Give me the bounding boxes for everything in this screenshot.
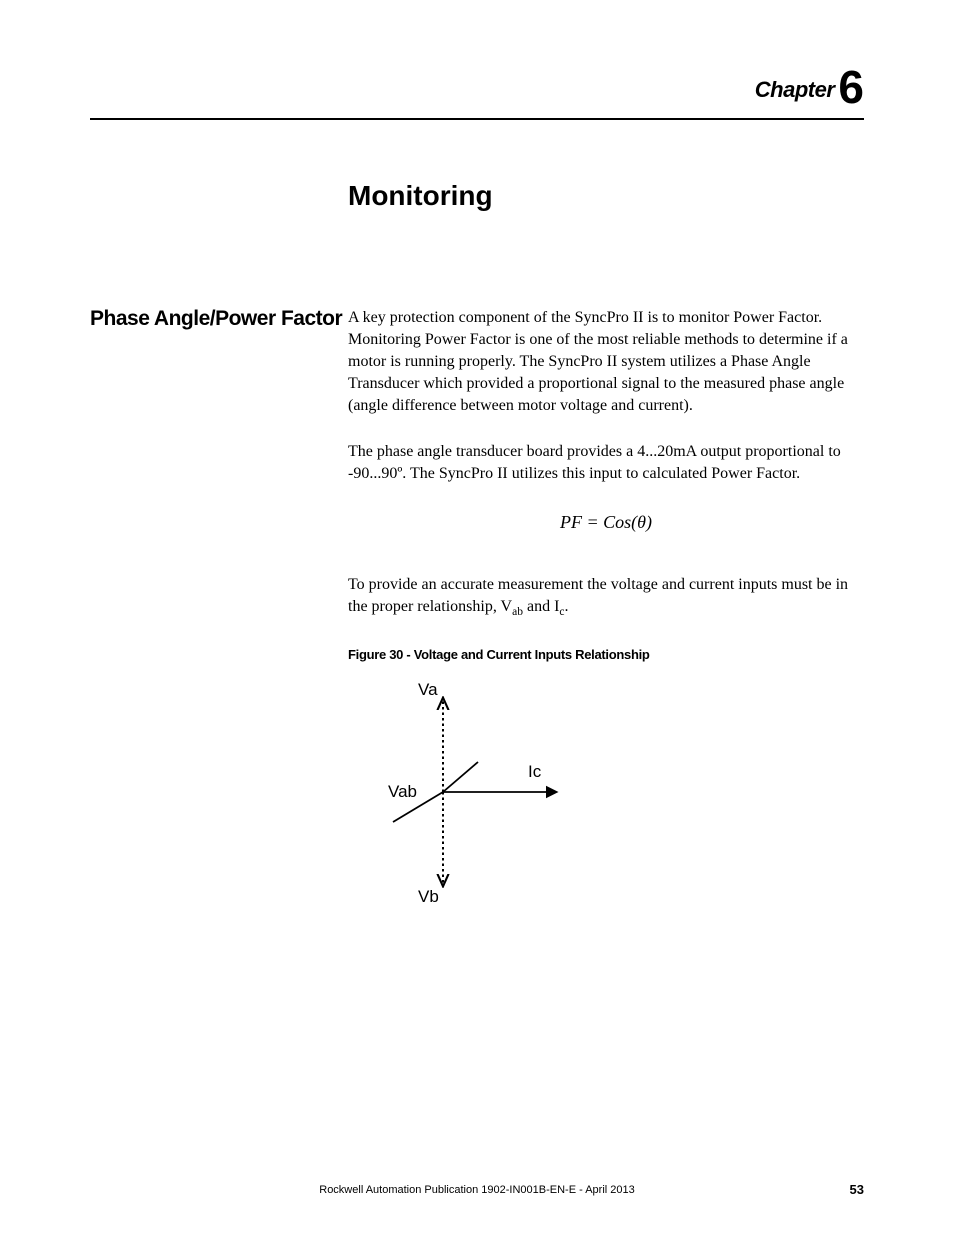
footer-publication: Rockwell Automation Publication 1902-IN0… [319, 1184, 635, 1196]
va-label: Va [418, 680, 438, 699]
p3-post: . [565, 598, 569, 615]
upper-diagonal [443, 762, 478, 792]
paragraph-1: A key protection component of the SyncPr… [348, 307, 864, 417]
paragraph-2: The phase angle transducer board provide… [348, 441, 864, 485]
p3-sub-ab: ab [512, 607, 523, 619]
paragraph-3: To provide an accurate measurement the v… [348, 574, 864, 621]
body-column: A key protection component of the SyncPr… [348, 307, 864, 915]
p3-mid: and I [523, 598, 559, 615]
content-row: Phase Angle/Power Factor A key protectio… [90, 307, 864, 915]
chapter-header: Chapter6 [90, 60, 864, 120]
vector-diagram: Va Vb Vab Ic [358, 677, 598, 907]
footer-page-number: 53 [850, 1182, 864, 1197]
chapter-title: Monitoring [348, 180, 864, 212]
chapter-label: Chapter [755, 77, 835, 102]
ic-label: Ic [528, 762, 542, 781]
page-footer: Rockwell Automation Publication 1902-IN0… [90, 1182, 864, 1197]
p3-pre: To provide an accurate measurement the v… [348, 576, 848, 615]
vab-label: Vab [388, 782, 417, 801]
formula: PF = Cos(θ) [348, 510, 864, 535]
chapter-number: 6 [838, 61, 864, 113]
vb-label: Vb [418, 887, 439, 906]
figure-caption: Figure 30 - Voltage and Current Inputs R… [348, 646, 864, 664]
section-title: Phase Angle/Power Factor [90, 307, 348, 331]
